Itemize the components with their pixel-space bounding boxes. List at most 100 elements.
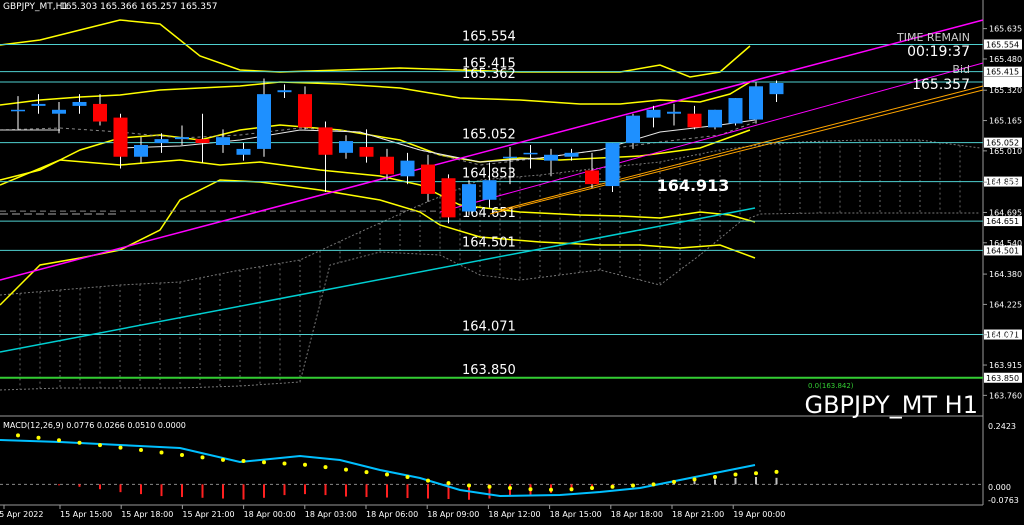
candle-body <box>421 164 435 194</box>
macd-signal-dot <box>672 479 676 484</box>
candle-body <box>236 148 251 155</box>
level-label: 165.052 <box>462 128 516 143</box>
level-price-tag-text: 164.853 <box>986 178 1019 187</box>
candle-body <box>667 111 681 114</box>
time-tick-label: 15 Apr 2022 <box>0 510 43 519</box>
macd-signal-dot <box>385 472 389 477</box>
macd-signal-dot <box>569 487 574 492</box>
candle-body <box>31 103 46 106</box>
candle-body <box>400 160 415 177</box>
price-tick-label: 164.850 <box>989 178 1022 187</box>
candle-body <box>728 98 743 124</box>
time-axis: 15 Apr 2022 15 Apr 15:00 15 Apr 18:00 15 Ap… <box>0 505 785 519</box>
level-price-tag <box>984 39 1022 50</box>
candle-body <box>708 109 722 128</box>
orange-trendline-2 <box>499 85 984 211</box>
candle-body <box>277 90 292 93</box>
candle-body <box>134 145 148 157</box>
price-tick-label: 165.165 <box>989 117 1022 126</box>
time-tick-label: 15 Apr 15:00 <box>60 510 112 519</box>
level-price-tag-text: 164.651 <box>986 217 1019 226</box>
macd-scale-top: 0.2423 <box>988 422 1016 431</box>
macd-scale-zero: 0.000 <box>988 483 1011 492</box>
level-price-tag-text: 165.554 <box>986 40 1019 49</box>
candle-body <box>154 139 169 144</box>
macd-signal-dot <box>713 474 717 479</box>
price-axis: 165.635 165.480 165.320 165.165 165.010 164.8… <box>983 25 1022 400</box>
time-tick-label: 18 Apr 21:00 <box>672 510 724 519</box>
macd-signal-dot <box>118 445 123 450</box>
price-tick-label: 164.540 <box>989 239 1022 248</box>
macd-signal-dot <box>323 465 328 470</box>
symbol-watermark: GBPJPY_MT H1 <box>804 391 978 419</box>
macd-signal-dot <box>467 483 471 488</box>
macd-signal-dot <box>159 450 164 455</box>
level-label: 165.554 <box>462 29 516 44</box>
time-tick-label: 18 Apr 06:00 <box>366 510 418 519</box>
candle-body <box>72 101 87 106</box>
level-label: 163.850 <box>462 363 516 378</box>
price-tick-label: 164.695 <box>989 208 1022 217</box>
price-tick-label: 163.760 <box>989 391 1022 400</box>
price-tick-label: 163.915 <box>989 361 1022 370</box>
price-tick-label: 165.480 <box>989 55 1022 64</box>
candle-body <box>564 152 579 157</box>
macd-signal-dot <box>692 477 697 482</box>
time-remain-value: 00:19:37 <box>907 44 970 60</box>
current-price-tag <box>984 77 1022 88</box>
candle-body <box>318 127 333 155</box>
cyan-trendline <box>0 207 756 353</box>
macd-signal-dot <box>549 487 553 492</box>
macd-indicator <box>0 433 983 500</box>
magenta-trendline <box>0 19 984 281</box>
macd-signal-dot <box>241 459 246 464</box>
candlesticks <box>11 78 784 224</box>
candle-body <box>462 184 476 212</box>
macd-signal-dot <box>180 452 184 457</box>
macd-signal-dot <box>754 471 758 476</box>
symbol-info: GBPJPY_MT,H1 <box>3 2 68 12</box>
fibo-label: 0.0(163.842) <box>808 382 854 390</box>
bollinger-middle-upper <box>0 81 751 106</box>
macd-signal-dot <box>610 484 615 489</box>
macd-signal-dot <box>405 474 410 479</box>
bollinger-upper <box>0 19 751 78</box>
level-price-tag-text: 164.071 <box>986 331 1019 340</box>
macd-signal-dot <box>221 457 225 462</box>
candle-body <box>441 178 456 218</box>
level-label: 164.853 <box>462 167 516 182</box>
level-label: 164.501 <box>462 235 516 250</box>
candle-body <box>544 154 558 161</box>
macd-signal-dot <box>16 433 20 438</box>
time-tick-label: 18 Apr 03:00 <box>305 510 357 519</box>
candle-body <box>339 141 353 153</box>
bid-value: 165.357 <box>912 77 970 93</box>
candle-body <box>687 113 702 128</box>
horizontal-levels: 165.554165.554165.415165.415165.362165.3… <box>0 29 1022 383</box>
macd-signal-dot <box>98 443 102 448</box>
candle-body <box>359 146 374 157</box>
trend-lines <box>0 19 984 353</box>
candle-body <box>646 109 661 118</box>
macd-signal-dot <box>344 467 348 472</box>
level-price-tag-text: 163.850 <box>986 374 1019 383</box>
price-tick-label: 164.070 <box>989 331 1022 340</box>
candle-body <box>175 137 189 140</box>
macd-signal-dot <box>77 440 82 445</box>
time-tick-label: 18 Apr 12:00 <box>488 510 540 519</box>
level-label: 165.362 <box>462 67 516 82</box>
level-label: 165.415 <box>462 57 516 72</box>
level-price-tag <box>984 66 1022 77</box>
candle-body <box>482 180 497 200</box>
center-price-label: 164.913 <box>657 176 730 195</box>
level-price-tag <box>984 245 1022 256</box>
price-tick-label: 165.320 <box>989 86 1022 95</box>
price-tick-label: 164.225 <box>989 300 1022 309</box>
candle-body <box>298 94 312 128</box>
macd-signal-dot <box>262 460 266 465</box>
price-tick-label: 165.635 <box>989 25 1022 34</box>
time-remain-label: TIME REMAIN <box>896 31 970 44</box>
level-price-tag <box>984 137 1022 148</box>
macd-signal-dot <box>200 455 205 460</box>
